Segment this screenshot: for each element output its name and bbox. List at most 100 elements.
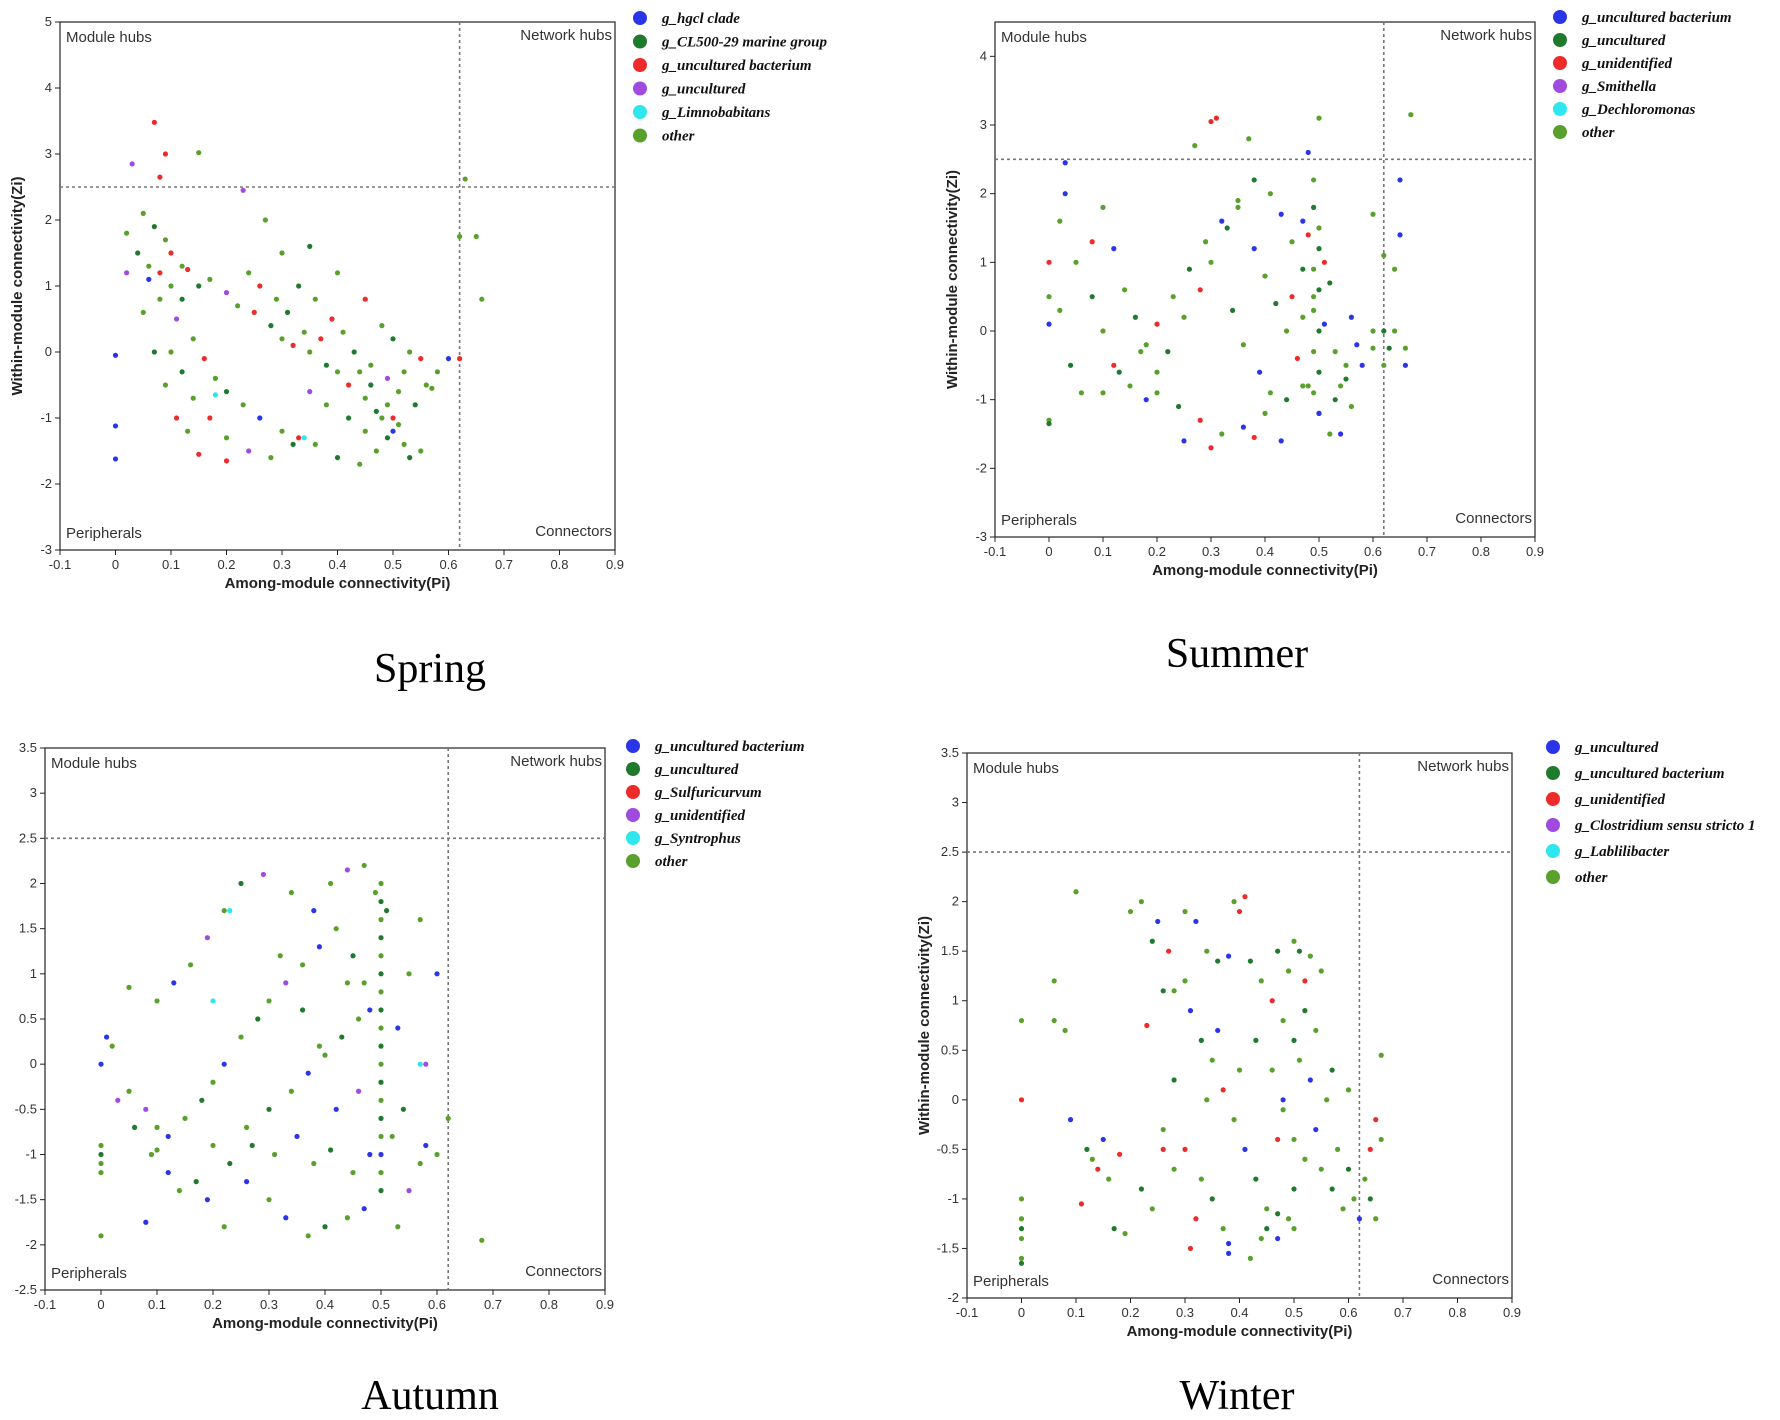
data-point xyxy=(1285,968,1292,974)
data-point xyxy=(1258,978,1264,984)
data-point xyxy=(1127,908,1134,915)
data-point xyxy=(1386,345,1392,351)
data-point xyxy=(445,1115,451,1121)
data-point xyxy=(311,908,317,914)
data-point xyxy=(361,980,367,986)
data-point xyxy=(423,1142,429,1149)
x-tick-label: 0.6 xyxy=(428,1297,446,1312)
data-point xyxy=(389,1133,395,1140)
y-tick-label: 2 xyxy=(980,186,987,201)
data-point xyxy=(1316,369,1322,375)
data-point xyxy=(462,176,468,182)
legend-label: g_Clostridium sensu stricto 1 xyxy=(1574,818,1755,834)
x-tick-label: -0.1 xyxy=(956,1305,978,1320)
legend-label: g_unidentified xyxy=(654,808,746,824)
data-point xyxy=(1240,342,1246,348)
data-point xyxy=(1307,953,1313,959)
data-point xyxy=(1171,988,1177,994)
chart-panel-spring: -0.1 0 0.1 0.2 0.3 0.4 0.5 0.6 0.7 0.8 0.9 -3 -2 -1 0 1… xyxy=(0,0,890,710)
plot-frame xyxy=(994,21,1536,538)
data-point xyxy=(1289,239,1295,245)
data-point xyxy=(1311,177,1317,183)
data-point xyxy=(1143,342,1149,348)
data-point xyxy=(240,402,246,408)
y-tick-label: 5 xyxy=(45,14,52,29)
data-point xyxy=(162,151,169,157)
data-point xyxy=(244,1124,250,1130)
chart-panel-autumn: -0.1 0 0.1 0.2 0.3 0.4 0.5 0.6 0.7 0.8 0.9 -2.5 -2 -1… xyxy=(0,710,890,1420)
data-point xyxy=(268,323,274,329)
data-point xyxy=(196,451,202,457)
chart-summer: -0.1 0 0.1 0.2 0.3 0.4 0.5 0.6 0.7 0.8 0.9 -3 -2 -1 0 1… xyxy=(944,10,1732,579)
quadrant-network-hubs: Network hubs xyxy=(1417,758,1509,775)
data-point xyxy=(1262,410,1268,416)
x-tick-label: 0 xyxy=(1045,544,1052,559)
data-point xyxy=(1051,978,1057,984)
legend-label: g_Limnobabitans xyxy=(661,105,771,121)
data-point xyxy=(266,998,272,1004)
data-point xyxy=(1278,211,1284,217)
legend-marker xyxy=(1553,102,1567,116)
data-point xyxy=(1046,294,1052,300)
data-point xyxy=(1018,1017,1025,1024)
y-tick-label: 3 xyxy=(45,146,52,161)
data-point xyxy=(279,428,285,434)
data-point xyxy=(1193,918,1199,925)
data-point xyxy=(173,415,180,421)
data-point xyxy=(98,1233,104,1239)
data-point xyxy=(143,1106,149,1112)
y-tick-label: -1.5 xyxy=(937,1240,959,1255)
y-tick-label: 0 xyxy=(30,1056,37,1071)
data-point xyxy=(210,1079,216,1085)
data-point xyxy=(1356,1216,1362,1222)
data-point xyxy=(434,971,440,977)
data-point xyxy=(1062,191,1068,197)
x-tick-label: 0.3 xyxy=(260,1297,278,1312)
data-point xyxy=(294,1133,300,1140)
data-point xyxy=(1166,948,1172,954)
data-point xyxy=(1203,239,1209,245)
data-point xyxy=(362,395,368,401)
data-point xyxy=(284,309,291,315)
data-point xyxy=(207,415,213,421)
data-point xyxy=(1275,1211,1281,1217)
y-tick-label: -1 xyxy=(40,410,52,425)
data-point xyxy=(260,871,266,878)
data-point xyxy=(1311,390,1317,396)
y-tick-label: -2 xyxy=(25,1237,37,1252)
data-point xyxy=(1219,431,1225,437)
data-point xyxy=(1251,177,1257,183)
data-point xyxy=(395,422,402,428)
data-point xyxy=(1182,978,1188,984)
data-point xyxy=(1132,314,1138,320)
legend-marker xyxy=(626,808,640,822)
x-tick-label: 0.8 xyxy=(550,557,568,572)
data-point xyxy=(1111,1226,1117,1232)
data-point xyxy=(379,415,385,421)
data-point xyxy=(1127,383,1133,389)
data-point xyxy=(1197,287,1203,293)
chart-panel-summer: -0.1 0 0.1 0.2 0.3 0.4 0.5 0.6 0.7 0.8 0.9 -3 -2 -1 0 1… xyxy=(890,0,1780,710)
data-point xyxy=(1258,1235,1264,1242)
data-point xyxy=(140,309,146,315)
data-point xyxy=(1291,1186,1297,1192)
data-point xyxy=(368,382,374,388)
data-point xyxy=(1154,369,1160,375)
data-point xyxy=(157,270,163,276)
data-point xyxy=(1251,246,1257,252)
data-point xyxy=(339,1034,345,1040)
data-point xyxy=(417,1160,423,1167)
data-point xyxy=(266,1197,272,1203)
data-point xyxy=(351,349,357,355)
x-tick-label: 0.8 xyxy=(1472,544,1490,559)
data-point xyxy=(1106,1176,1112,1182)
data-point xyxy=(1367,1146,1373,1152)
data-point xyxy=(307,243,313,249)
quadrant-peripherals: Peripherals xyxy=(973,1273,1049,1290)
data-point xyxy=(322,1052,328,1058)
data-point xyxy=(1275,1235,1281,1242)
legend-label: g_unidentified xyxy=(1574,792,1666,808)
data-point xyxy=(305,1070,311,1076)
data-point xyxy=(429,385,435,391)
x-tick-label: 0.1 xyxy=(148,1297,166,1312)
